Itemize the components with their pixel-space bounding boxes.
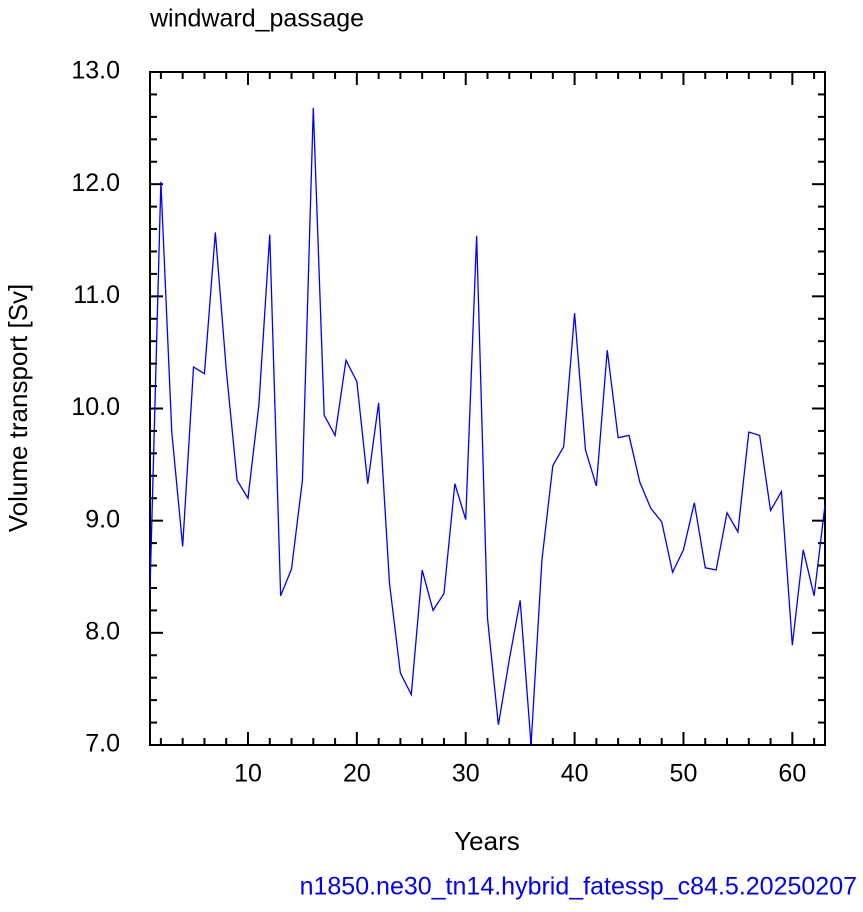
y-tick-label: 7.0 [85, 730, 120, 758]
x-tick-label: 10 [234, 760, 262, 788]
data-line [149, 107, 826, 746]
x-tick-label: 50 [670, 760, 698, 788]
y-tick-label: 8.0 [85, 617, 120, 645]
x-tick-label: 30 [452, 760, 480, 788]
plot-frame [149, 71, 826, 746]
x-tick-label: 60 [778, 760, 806, 788]
footer: n1850.ne30_tn14.hybrid_fatessp_c84.5.202… [300, 873, 857, 901]
y-tick-label: 13.0 [71, 57, 120, 85]
x-tick-label: 40 [561, 760, 589, 788]
y-tick-label: 9.0 [85, 505, 120, 533]
y-tick-label: 12.0 [71, 169, 120, 197]
x-axis-label: Years [454, 826, 520, 856]
y-tick-label: 10.0 [71, 393, 120, 421]
chart-title: windward_passage [149, 5, 364, 33]
x-tick-label: 20 [343, 760, 371, 788]
y-tick-label: 11.0 [73, 281, 120, 309]
y-axis-label: Volume transport [Sv] [3, 284, 33, 533]
